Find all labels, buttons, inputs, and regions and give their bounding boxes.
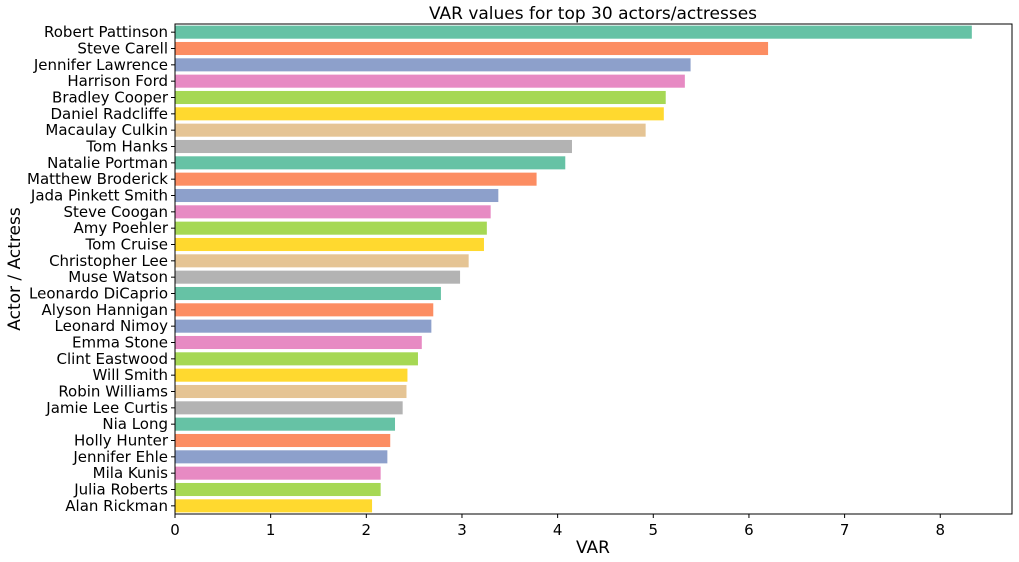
bar-leonard-nimoy — [175, 319, 432, 333]
bar-nia-long — [175, 417, 396, 431]
x-tick-label: 8 — [935, 521, 945, 539]
x-tick-label: 7 — [840, 521, 850, 539]
x-tick-label: 4 — [553, 521, 563, 539]
category-label: Nia Long — [102, 415, 168, 433]
category-label: Steve Coogan — [63, 203, 168, 221]
x-axis-ticks: 0 1 2 3 4 5 6 7 8 — [170, 514, 945, 539]
category-label: Jada Pinkett Smith — [30, 187, 168, 205]
category-label: Daniel Radcliffe — [50, 105, 168, 123]
chart-title: VAR values for top 30 actors/actresses — [429, 4, 757, 24]
category-label: Tom Cruise — [84, 236, 168, 254]
x-tick-label: 3 — [457, 521, 467, 539]
x-tick-label: 6 — [744, 521, 754, 539]
category-label: Natalie Portman — [47, 154, 168, 172]
category-label: Alan Rickman — [65, 497, 168, 515]
bar-jada-pinkett-smith — [175, 188, 499, 203]
category-label: Robin Williams — [58, 383, 168, 401]
bar-robert-pattinson — [175, 25, 972, 39]
category-label: Bradley Cooper — [52, 89, 169, 107]
category-label: Leonardo DiCaprio — [29, 285, 168, 303]
bar-alyson-hannigan — [175, 303, 434, 317]
bar-steve-coogan — [175, 205, 491, 219]
bar-macaulay-culkin — [175, 123, 646, 137]
category-label: Christopher Lee — [49, 252, 168, 270]
x-tick-label: 2 — [362, 521, 372, 539]
bar-tom-cruise — [175, 237, 484, 252]
bar-tom-hanks — [175, 139, 572, 154]
bar-will-smith — [175, 368, 408, 382]
y-axis-title: Actor / Actress — [5, 207, 25, 331]
bar-matthew-broderick — [175, 172, 537, 186]
bar-leonardo-dicaprio — [175, 286, 441, 301]
category-label: Muse Watson — [68, 268, 168, 286]
category-label: Emma Stone — [72, 334, 168, 352]
bar-holly-hunter — [175, 433, 391, 448]
bar-muse-watson — [175, 270, 461, 284]
category-label: Leonard Nimoy — [55, 317, 169, 335]
bar-amy-poehler — [175, 221, 487, 235]
bar-steve-carell — [175, 41, 769, 56]
x-tick-label: 0 — [170, 521, 180, 539]
category-label: Amy Poehler — [73, 219, 168, 237]
category-label: Clint Eastwood — [57, 350, 168, 368]
x-axis-title: VAR — [576, 538, 610, 558]
bar-christopher-lee — [175, 254, 469, 268]
category-label: Will Smith — [93, 366, 168, 384]
category-label: Harrison Ford — [67, 72, 168, 90]
plot-frame — [174, 23, 1013, 515]
bar-mila-kunis — [175, 466, 381, 480]
category-label: Matthew Broderick — [27, 170, 168, 188]
category-label: Tom Hanks — [85, 138, 168, 156]
category-label: Mila Kunis — [93, 464, 169, 482]
bars-group — [175, 25, 972, 513]
category-label: Macaulay Culkin — [45, 121, 168, 139]
bar-bradley-cooper — [175, 90, 666, 105]
x-tick-label: 5 — [649, 521, 659, 539]
x-tick-label: 1 — [266, 521, 276, 539]
bar-daniel-radcliffe — [175, 107, 664, 121]
bar-clint-eastwood — [175, 352, 418, 366]
bar-harrison-ford — [175, 74, 685, 88]
category-label: Julia Roberts — [73, 481, 168, 499]
bar-natalie-portman — [175, 156, 566, 170]
category-label: Robert Pattinson — [44, 23, 168, 41]
category-label: Jennifer Ehle — [72, 448, 168, 466]
bar-jamie-lee-curtis — [175, 401, 403, 415]
bar-julia-roberts — [175, 482, 381, 497]
bar-robin-williams — [175, 384, 407, 399]
category-label: Steve Carell — [77, 40, 168, 58]
bar-jennifer-lawrence — [175, 58, 691, 72]
bar-emma-stone — [175, 335, 422, 350]
bar-jennifer-ehle — [175, 450, 388, 464]
category-label: Jennifer Lawrence — [33, 56, 168, 74]
category-label: Holly Hunter — [74, 432, 169, 450]
bar-alan-rickman — [175, 499, 373, 513]
category-label: Alyson Hannigan — [42, 301, 168, 319]
category-label: Jamie Lee Curtis — [45, 399, 168, 417]
